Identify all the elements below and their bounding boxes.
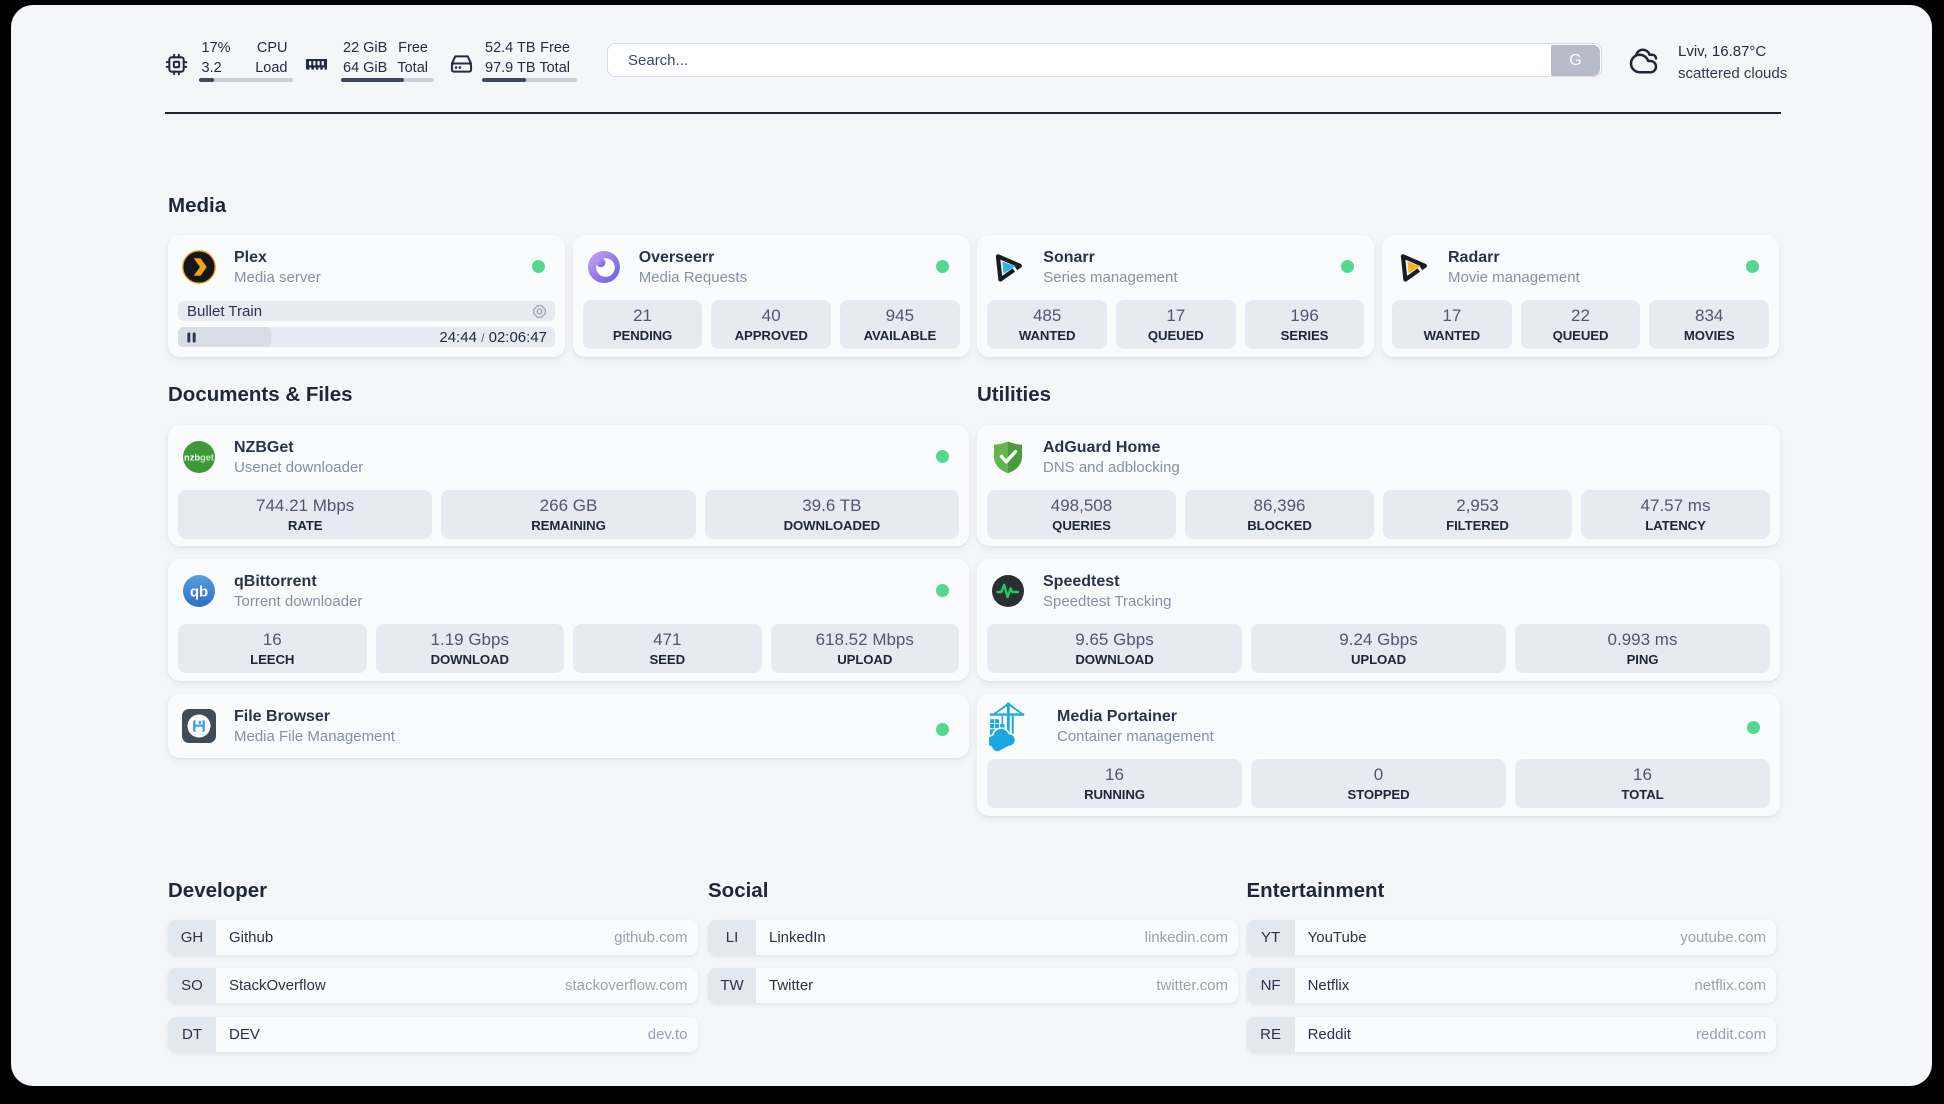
svg-text:qb: qb xyxy=(190,583,208,600)
svg-text:nzbget: nzbget xyxy=(184,453,214,463)
